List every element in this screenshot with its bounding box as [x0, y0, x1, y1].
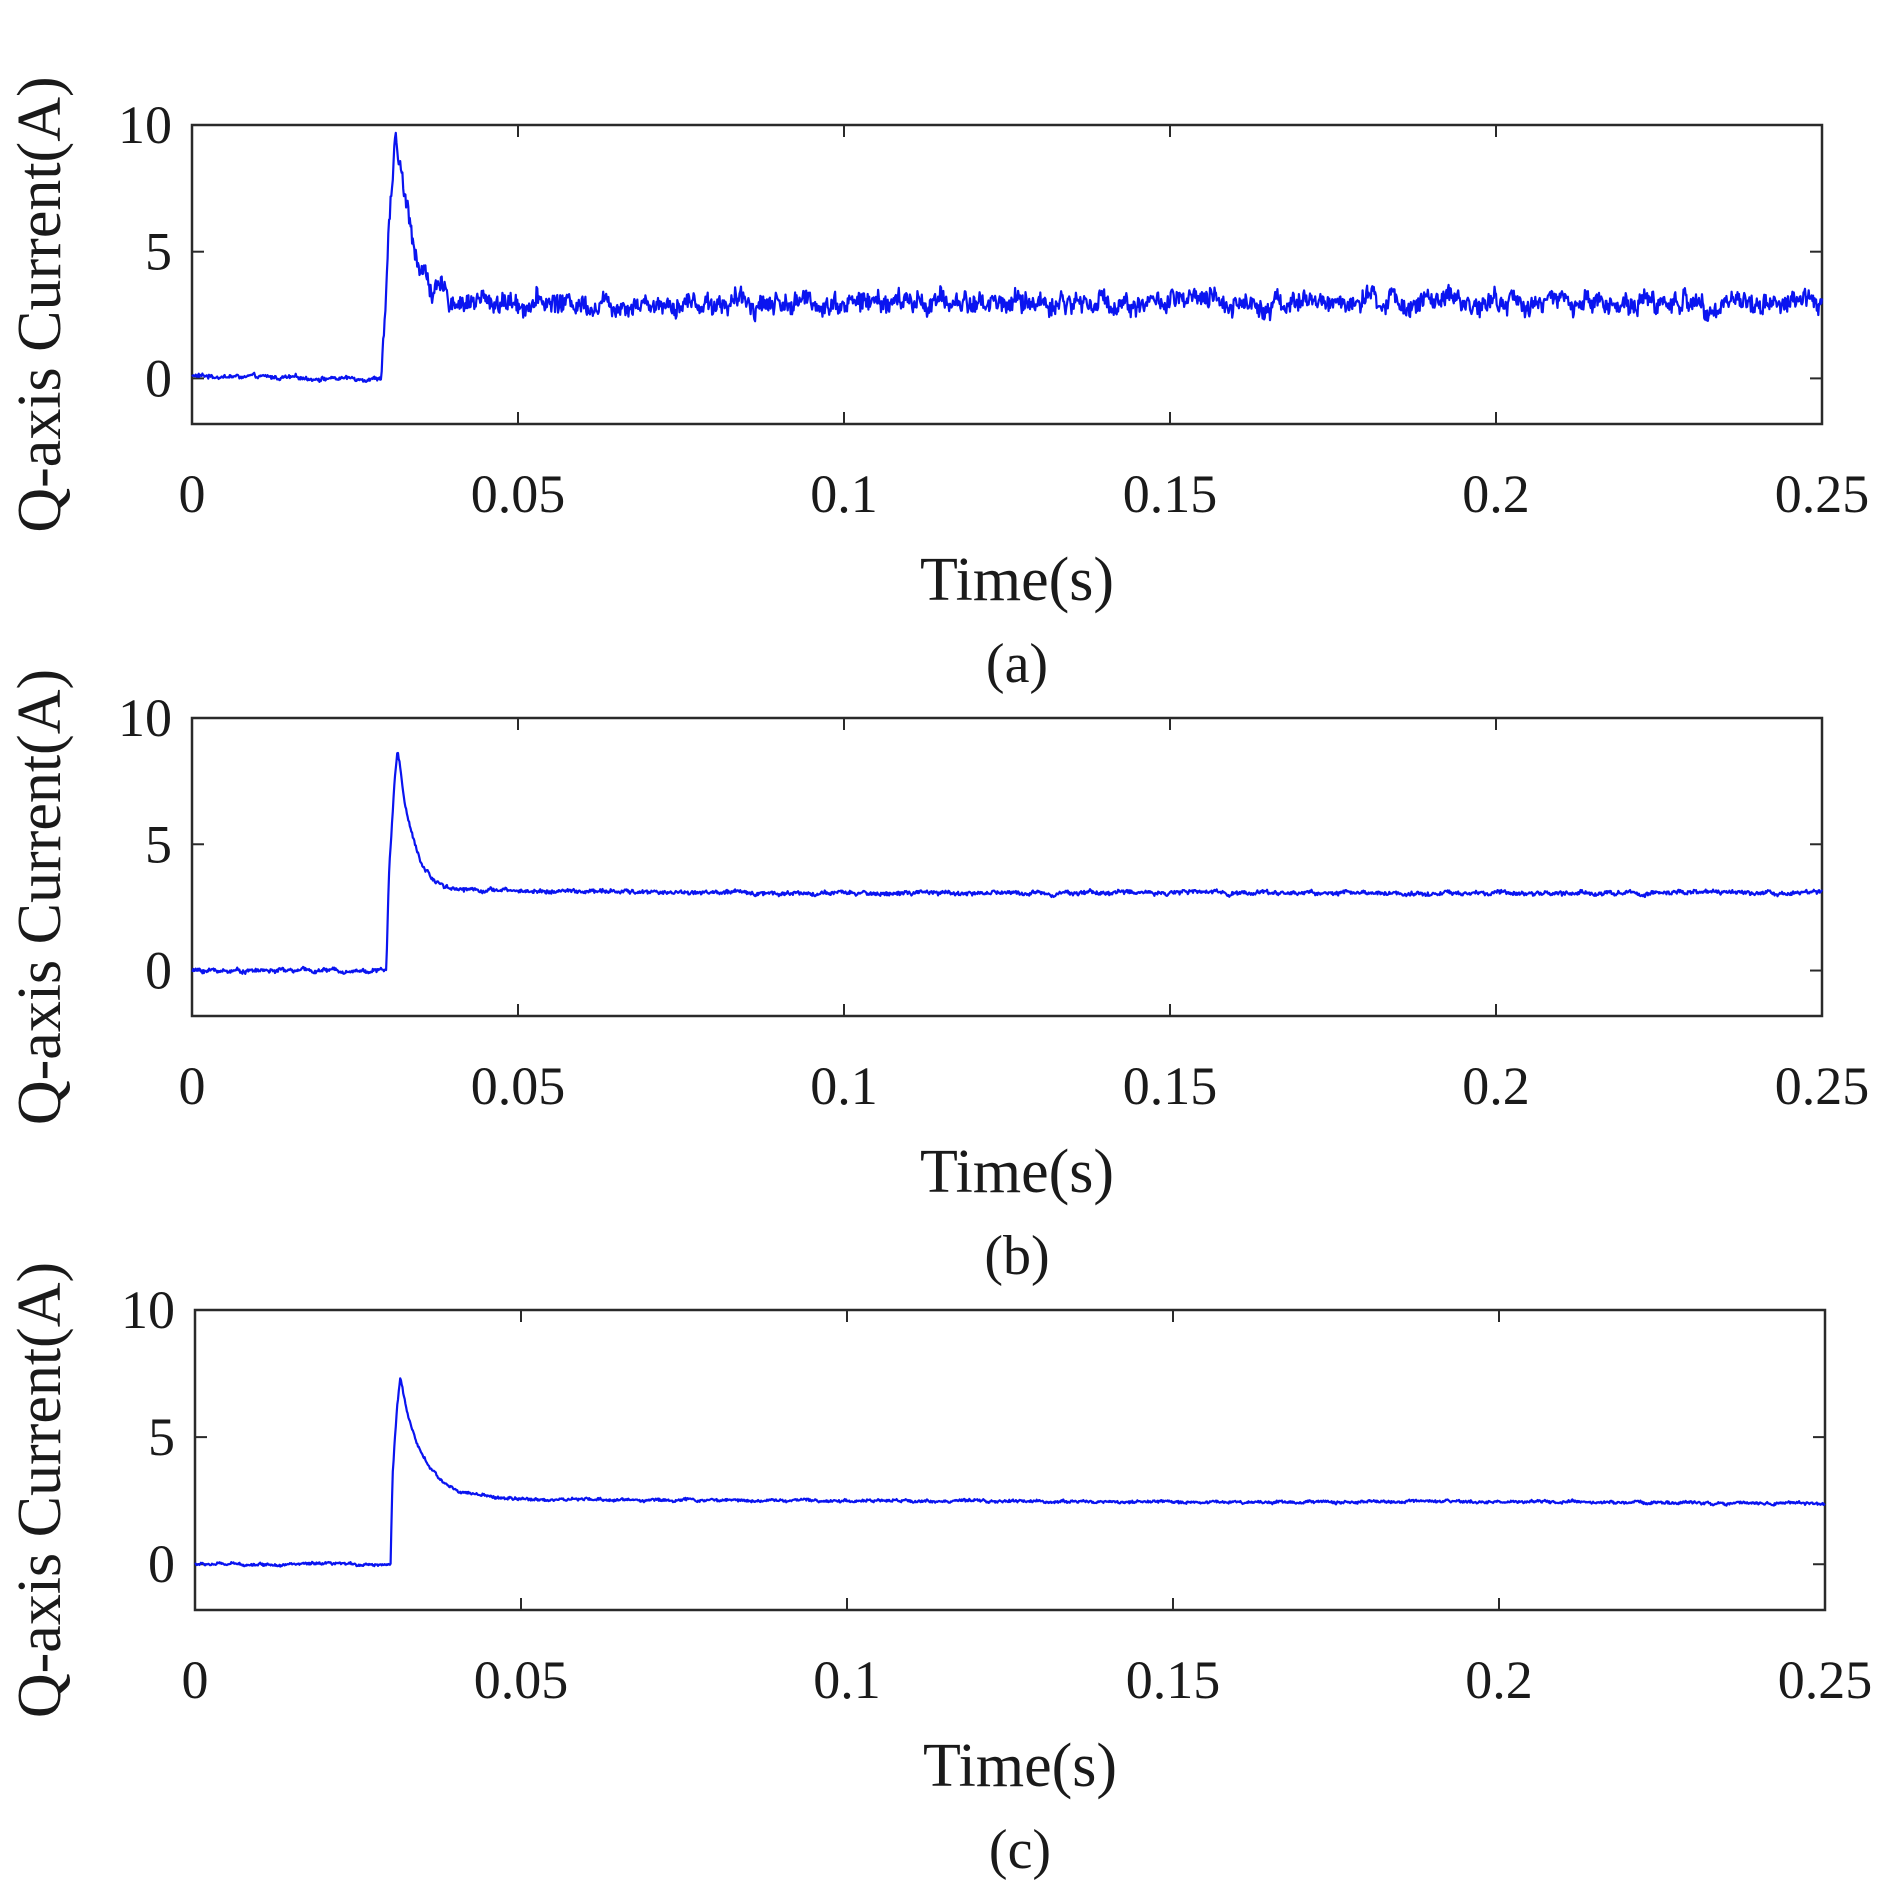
- y-tick-label-a-0: 0: [145, 348, 172, 408]
- x-tick-labels-a: 0 0.05 0.1 0.15 0.2 0.25: [179, 464, 1870, 524]
- q-axis-current-trace-b: [191, 751, 1823, 975]
- ticks-c: [194, 1309, 1826, 1610]
- y-tick-label-b-0: 0: [145, 941, 172, 1001]
- x-tick-label-a-0: 0: [179, 464, 206, 524]
- caption-c: (c): [989, 1819, 1051, 1881]
- x-tick-label-b-4: 0.2: [1462, 1056, 1530, 1116]
- x-tick-label-b-1: 0.05: [471, 1056, 566, 1116]
- y-tick-labels-b: 0 5 10: [118, 688, 172, 1001]
- y-axis-label-c: Q-axis Current(A): [6, 1262, 74, 1718]
- caption-b: (b): [984, 1225, 1049, 1287]
- x-tick-label-b-2: 0.1: [810, 1056, 878, 1116]
- panel-b: 0 0.05 0.1 0.15 0.2 0.25 0 5 10 Time(s) Q-axis …: [6, 669, 1869, 1287]
- x-tick-label-a-5: 0.25: [1775, 464, 1870, 524]
- y-axis-label-b: Q-axis Current(A): [6, 669, 74, 1125]
- y-tick-label-a-1: 5: [145, 222, 172, 282]
- x-tick-label-c-1: 0.05: [474, 1650, 569, 1710]
- x-tick-labels-b: 0 0.05 0.1 0.15 0.2 0.25: [179, 1056, 1870, 1116]
- y-tick-labels-a: 0 5 10: [118, 95, 172, 408]
- y-tick-label-b-2: 10: [118, 688, 172, 748]
- x-tick-label-c-4: 0.2: [1465, 1650, 1533, 1710]
- plot-frame-b: [190, 716, 1824, 1018]
- x-tick-label-c-3: 0.15: [1126, 1650, 1221, 1710]
- x-axis-label-a: Time(s): [920, 546, 1114, 614]
- ticks-a: [191, 124, 1823, 424]
- q-axis-current-trace-c: [194, 1377, 1826, 1568]
- x-axis-label-b: Time(s): [920, 1138, 1114, 1206]
- q-axis-current-trace-a: [191, 131, 1824, 383]
- x-tick-label-c-5: 0.25: [1778, 1650, 1873, 1710]
- x-tick-label-b-3: 0.15: [1123, 1056, 1218, 1116]
- ticks-b: [191, 717, 1823, 1016]
- plot-frame-c: [193, 1308, 1827, 1612]
- x-tick-label-a-3: 0.15: [1123, 464, 1218, 524]
- x-tick-label-a-4: 0.2: [1462, 464, 1530, 524]
- x-tick-label-a-2: 0.1: [810, 464, 878, 524]
- x-tick-label-c-2: 0.1: [813, 1650, 881, 1710]
- y-tick-label-c-2: 10: [121, 1280, 175, 1340]
- y-tick-label-c-0: 0: [148, 1534, 175, 1594]
- x-tick-labels-c: 0 0.05 0.1 0.15 0.2 0.25: [182, 1650, 1873, 1710]
- y-axis-label-a: Q-axis Current(A): [6, 76, 74, 532]
- panel-a: 0 0.05 0.1 0.15 0.2 0.25 0 5 10 Time(s) Q-axis …: [6, 76, 1869, 695]
- y-tick-label-b-1: 5: [145, 814, 172, 874]
- y-tick-labels-c: 0 5 10: [121, 1280, 175, 1594]
- x-tick-label-b-0: 0: [179, 1056, 206, 1116]
- x-tick-label-b-5: 0.25: [1775, 1056, 1870, 1116]
- x-tick-label-c-0: 0: [182, 1650, 209, 1710]
- panel-c: 0 0.05 0.1 0.15 0.2 0.25 0 5 10 Time(s) Q-axis …: [6, 1262, 1872, 1881]
- y-tick-label-c-1: 5: [148, 1407, 175, 1467]
- x-axis-label-c: Time(s): [923, 1732, 1117, 1800]
- caption-a: (a): [986, 633, 1048, 695]
- y-tick-label-a-2: 10: [118, 95, 172, 155]
- plot-frame-a: [190, 123, 1824, 426]
- x-tick-label-a-1: 0.05: [471, 464, 566, 524]
